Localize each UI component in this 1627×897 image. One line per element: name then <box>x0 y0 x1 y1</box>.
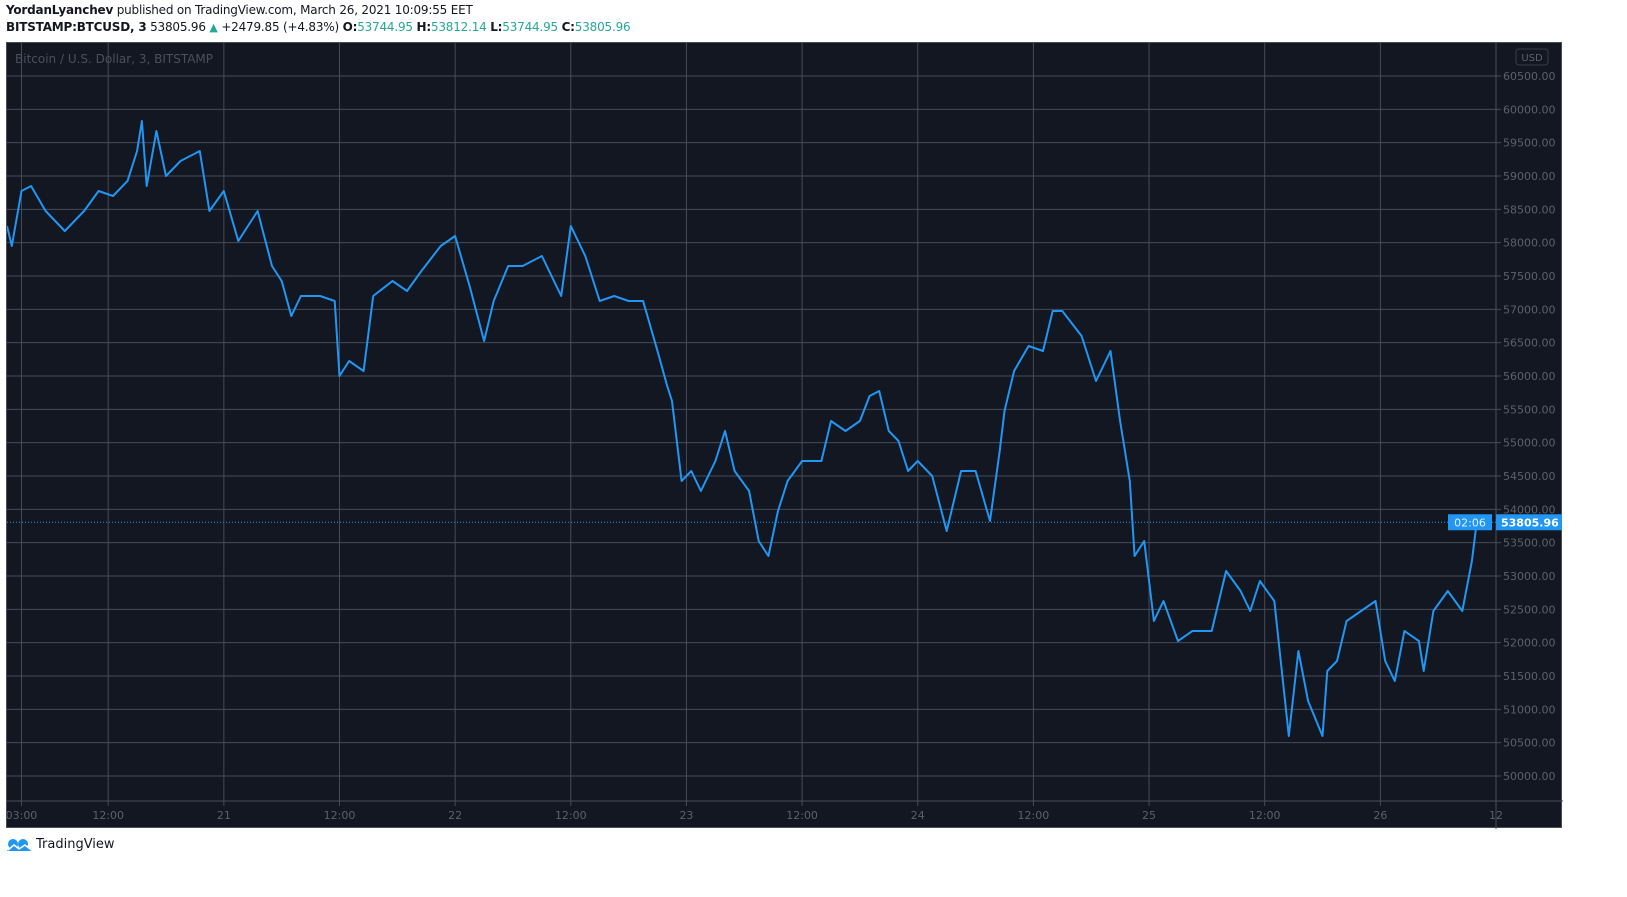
y-tick-label: 55500.00 <box>1503 403 1556 416</box>
y-tick-label: 52000.00 <box>1503 637 1556 650</box>
last-price-label: 53805.96 <box>1501 516 1559 529</box>
x-tick-label: 25 <box>1142 809 1156 822</box>
y-tick-label: 52500.00 <box>1503 603 1556 616</box>
time-axis[interactable]: 03:00 12:00 21 12:00 22 12:00 23 12:00 24 12:00 25… <box>7 809 1503 822</box>
y-tick-label: 59500.00 <box>1503 137 1556 150</box>
last-price: 53805.96 <box>150 20 206 34</box>
y-tick-label: 57500.00 <box>1503 270 1556 283</box>
x-tick-label: 22 <box>448 809 462 822</box>
y-tick-label: 50000.00 <box>1503 770 1556 783</box>
price-line <box>7 120 1478 737</box>
y-tick-label: 57000.00 <box>1503 303 1556 316</box>
publish-info: YordanLyanchev published on TradingView.… <box>6 3 473 17</box>
open-label: O: <box>342 20 358 34</box>
y-tick-label: 54000.00 <box>1503 503 1556 516</box>
x-tick-label: 23 <box>679 809 693 822</box>
open-value: 53744.95 <box>357 20 413 34</box>
high-value: 53812.14 <box>430 20 487 34</box>
x-tick-label: 12:00 <box>324 809 356 822</box>
x-tick-label: 12:00 <box>1249 809 1281 822</box>
y-tick-label: 53000.00 <box>1503 570 1556 583</box>
symbol-info: BITSTAMP:BTCUSD, 3 53805.96 ▲ +2479.85 (… <box>6 20 631 34</box>
close-value: 53805.96 <box>574 20 631 34</box>
price-change: +2479.85 (+4.83%) <box>221 20 339 34</box>
price-chart[interactable]: Bitcoin / U.S. Dollar, 3, BITSTAMP 50000… <box>6 42 1563 829</box>
y-tick-label: 53500.00 <box>1503 537 1556 550</box>
published-text: published on TradingView.com, March 26, … <box>116 3 473 17</box>
y-tick-label: 50500.00 <box>1503 737 1556 750</box>
x-tick-label: 26 <box>1373 809 1387 822</box>
x-tick-label: 24 <box>911 809 925 822</box>
symbol: BITSTAMP:BTCUSD, 3 <box>6 20 147 34</box>
countdown-marker <box>1448 514 1492 531</box>
price-axis[interactable]: 50000.00 50500.00 51000.00 51500.00 52000.00… <box>1503 70 1556 783</box>
currency-badge[interactable] <box>1515 48 1549 66</box>
chart-svg: Bitcoin / U.S. Dollar, 3, BITSTAMP 50000… <box>7 43 1563 829</box>
y-tick-label: 55000.00 <box>1503 437 1556 450</box>
tradingview-cloud-icon <box>7 838 31 851</box>
y-tick-label: 51500.00 <box>1503 670 1556 683</box>
x-tick-label: 21 <box>217 809 231 822</box>
x-tick-label: 03:00 <box>7 809 37 822</box>
y-tick-label: 56500.00 <box>1503 337 1556 350</box>
author-link[interactable]: YordanLyanchev <box>6 3 114 17</box>
x-tick-label: 12:00 <box>786 809 818 822</box>
grid <box>7 43 1501 806</box>
chart-title: Bitcoin / U.S. Dollar, 3, BITSTAMP <box>15 52 213 66</box>
last-price-marker <box>1496 514 1562 531</box>
tradingview-logo[interactable]: TradingView <box>6 837 115 852</box>
x-tick-label: 12:00 <box>555 809 587 822</box>
high-label: H: <box>416 20 431 34</box>
countdown-label: 02:06 <box>1454 516 1486 529</box>
y-tick-label: 59000.00 <box>1503 170 1556 183</box>
close-label: C: <box>561 20 575 34</box>
currency-label: USD <box>1521 53 1543 64</box>
y-tick-label: 58500.00 <box>1503 203 1556 216</box>
y-tick-label: 56000.00 <box>1503 370 1556 383</box>
x-tick-label: 12:00 <box>92 809 124 822</box>
y-tick-label: 60000.00 <box>1503 103 1556 116</box>
low-label: L: <box>490 20 503 34</box>
low-value: 53744.95 <box>502 20 558 34</box>
y-tick-label: 51000.00 <box>1503 703 1556 716</box>
y-tick-label: 54500.00 <box>1503 470 1556 483</box>
up-arrow-icon: ▲ <box>209 21 218 34</box>
brand-name: TradingView <box>36 837 115 852</box>
x-tick-label: 12 <box>1489 809 1503 822</box>
x-tick-label: 12:00 <box>1018 809 1050 822</box>
y-tick-label: 60500.00 <box>1503 70 1556 83</box>
y-tick-label: 58000.00 <box>1503 237 1556 250</box>
